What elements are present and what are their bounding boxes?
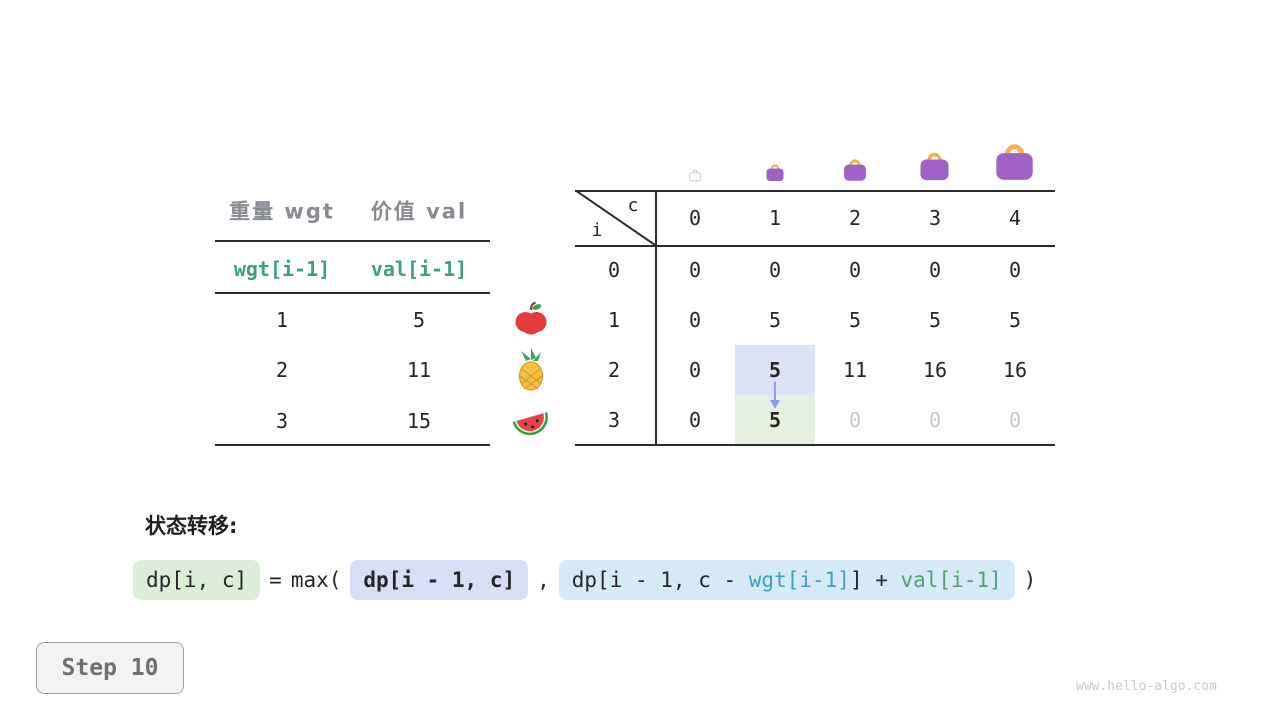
dp-cell-3-1-highlighted: 5 (768, 408, 782, 432)
dp-cell-2-0: 0 (688, 358, 702, 382)
item-table-line-bottom (215, 444, 490, 446)
dp-cell-1-0: 0 (688, 308, 702, 332)
formula-arg2-head: dp[i - 1, c - (571, 568, 749, 592)
item-row-value: 15 (406, 409, 432, 433)
dp-row-header: 3 (607, 408, 621, 432)
bag-icon-capacity-0 (688, 169, 702, 182)
dp-table-line-vertical (655, 190, 657, 445)
dp-row-header: 0 (607, 258, 621, 282)
dp-cell-1-1: 5 (768, 308, 782, 332)
dp-cell-3-3: 0 (928, 408, 942, 432)
formula-arg2-join: ] + (849, 568, 901, 592)
step-badge: Step 10 (36, 642, 184, 694)
item-row-weight: 2 (275, 358, 289, 382)
dp-cell-0-3: 0 (928, 258, 942, 282)
value-subheader: val[i-1] (370, 257, 468, 281)
formula-arg2-pill: dp[i - 1, c - wgt[i-1]] + val[i-1] (558, 560, 1015, 600)
dp-cell-0-0: 0 (688, 258, 702, 282)
state-transition-label: 状态转移: (145, 514, 238, 538)
item-row-weight: 3 (275, 409, 289, 433)
item-row-value: 5 (412, 308, 426, 332)
pineapple-icon (518, 348, 544, 391)
watermark: www.hello-algo.com (1076, 679, 1217, 694)
bag-icon-capacity-4 (996, 144, 1033, 180)
dp-cell-0-1: 0 (768, 258, 782, 282)
dp-table-line-header (575, 245, 1055, 247)
dp-cell-1-4: 5 (1008, 308, 1022, 332)
dp-cell-2-1-highlighted: 5 (768, 358, 782, 382)
transition-arrow-icon (770, 382, 780, 409)
dp-col-header: 0 (688, 206, 702, 230)
item-row-weight: 1 (275, 308, 289, 332)
item-row-value: 11 (406, 358, 432, 382)
formula-close-paren: ) (1023, 568, 1037, 592)
dp-cell-0-4: 0 (1008, 258, 1022, 282)
bag-icon-capacity-3 (920, 152, 949, 181)
dp-col-header: 4 (1008, 206, 1022, 230)
dp-col-header: 2 (848, 206, 862, 230)
dp-cell-3-2: 0 (848, 408, 862, 432)
state-transition-formula: dp[i, c] = max( dp[i - 1, c] , dp[i - 1,… (133, 560, 1036, 600)
dp-table-line-bottom (575, 444, 1055, 446)
formula-equals: = (269, 568, 282, 592)
dp-cell-2-2: 11 (842, 358, 868, 382)
corner-diagonal-line (575, 190, 655, 245)
item-table-line-mid (215, 292, 490, 294)
dp-cell-2-3: 16 (922, 358, 948, 382)
item-table-line-top (215, 240, 490, 242)
formula-arg2-val: val[i-1] (900, 568, 1002, 592)
dp-cell-2-4: 16 (1002, 358, 1028, 382)
formula-arg2-wgt: wgt[i-1] (748, 568, 850, 592)
dp-row-header: 2 (607, 358, 621, 382)
apple-icon (515, 301, 547, 335)
bag-icon-capacity-1 (766, 164, 784, 181)
dp-cell-0-2: 0 (848, 258, 862, 282)
value-column-header: 价值 val (370, 199, 468, 224)
dp-cell-1-3: 5 (928, 308, 942, 332)
formula-max-open: max( (290, 568, 342, 592)
corner-col-label: c (627, 195, 639, 216)
dp-cell-1-2: 5 (848, 308, 862, 332)
dp-col-header: 3 (928, 206, 942, 230)
dp-cell-3-0: 0 (688, 408, 702, 432)
weight-subheader: wgt[i-1] (233, 257, 331, 281)
watermelon-icon (512, 412, 548, 436)
corner-row-label: i (591, 220, 603, 241)
dp-table-line-top (575, 190, 1055, 192)
bag-icon-capacity-2 (844, 159, 866, 181)
dp-row-header: 1 (607, 308, 621, 332)
formula-comma: , (537, 568, 550, 592)
dp-col-header: 1 (768, 206, 782, 230)
formula-lhs-pill: dp[i, c] (133, 560, 261, 600)
weight-column-header: 重量 wgt (229, 199, 335, 224)
dp-cell-3-4: 0 (1008, 408, 1022, 432)
formula-arg1-pill: dp[i - 1, c] (350, 560, 529, 600)
